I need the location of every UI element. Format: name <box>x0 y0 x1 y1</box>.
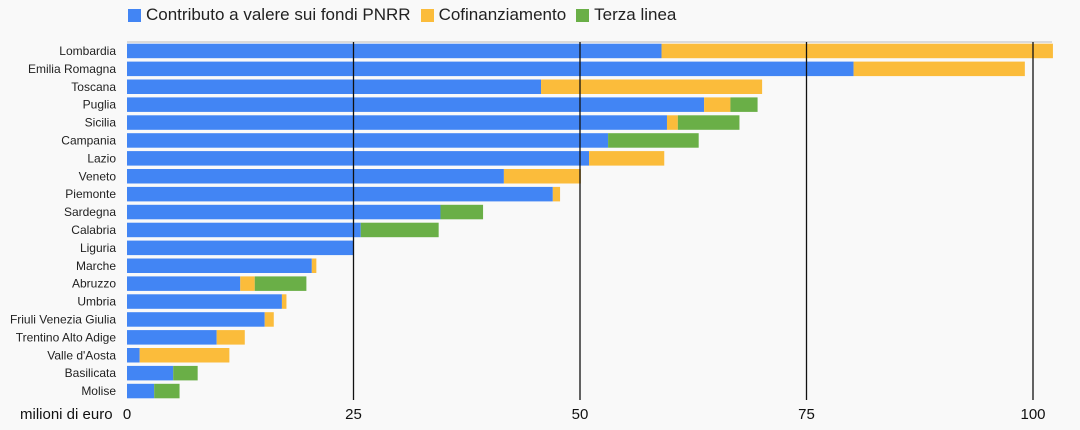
bar-abruzzo-series-0 <box>127 276 241 291</box>
bar-emilia-romagna-series-1 <box>853 61 1025 77</box>
category-label: Campania <box>61 133 116 147</box>
x-axis-unit-label: milioni di euro <box>20 406 113 423</box>
tick-labels-group: 0 25 50 75 100 <box>123 406 1046 423</box>
category-label: Liguria <box>80 241 116 255</box>
category-label: Veneto <box>79 169 117 183</box>
category-label: Friuli Venezia Giulia <box>10 312 116 326</box>
bar-lazio-series-0 <box>127 151 590 166</box>
bar-molise-series-2 <box>154 383 180 399</box>
legend: Contributo a valere sui fondi PNRR Cofin… <box>128 5 676 25</box>
category-label: Sicilia <box>85 116 117 130</box>
bar-valle-d-aosta-series-0 <box>127 348 140 363</box>
bars-group <box>127 43 1053 399</box>
x-tick-label-50: 50 <box>572 406 589 423</box>
category-label: Lombardia <box>59 44 116 58</box>
bar-emilia-romagna-series-0 <box>127 61 854 77</box>
bar-campania-series-0 <box>127 133 609 148</box>
bar-trentino-alto-adige-series-1 <box>216 330 245 345</box>
x-tick-label-0: 0 <box>123 406 131 423</box>
bar-sardegna-series-2 <box>440 204 484 220</box>
legend-swatch-pnrr <box>128 8 141 22</box>
x-tick-label-75: 75 <box>798 406 815 423</box>
legend-swatch-terza-linea <box>576 8 590 22</box>
bar-puglia-series-0 <box>127 97 705 112</box>
bar-puglia-series-1 <box>704 97 731 112</box>
bar-friuli-venezia-giulia-series-1 <box>264 312 274 327</box>
gridlines-group <box>352 42 1034 400</box>
bar-basilicata-series-2 <box>173 365 198 381</box>
bar-toscana-series-1 <box>541 79 763 94</box>
category-label: Puglia <box>83 98 117 112</box>
bar-umbria-series-1 <box>281 294 287 309</box>
bar-veneto-series-1 <box>503 169 581 184</box>
bar-friuli-venezia-giulia-series-0 <box>127 312 265 327</box>
bar-lazio-series-1 <box>589 151 665 166</box>
legend-label-pnrr: Contributo a valere sui fondi PNRR <box>146 5 411 24</box>
bar-trentino-alto-adige-series-0 <box>127 330 217 345</box>
category-labels-group: Lombardia Emilia Romagna Toscana Puglia Sici… <box>10 44 116 398</box>
bar-molise-series-0 <box>127 383 155 399</box>
bar-liguria-series-0 <box>127 240 354 256</box>
bar-umbria-series-0 <box>127 294 282 309</box>
legend-item-pnrr: Contributo a valere sui fondi PNRR <box>128 5 411 25</box>
legend-item-cofinanziamento: Cofinanziamento <box>420 5 567 25</box>
legend-swatch-cofinanziamento <box>420 8 434 22</box>
bar-lombardia-series-0 <box>127 43 662 59</box>
bar-abruzzo-series-1 <box>240 276 255 291</box>
bar-campania-series-2 <box>608 133 699 148</box>
bar-sardegna-series-0 <box>127 204 441 220</box>
bar-piemonte-series-0 <box>127 186 553 202</box>
bar-sicilia-series-1 <box>666 115 678 130</box>
bar-basilicata-series-0 <box>127 365 174 381</box>
bar-veneto-series-0 <box>127 169 504 184</box>
bar-calabria-series-0 <box>127 222 361 238</box>
bar-calabria-series-2 <box>360 222 439 238</box>
bar-piemonte-series-1 <box>552 186 561 202</box>
bar-puglia-series-2 <box>730 97 758 112</box>
category-label: Abruzzo <box>72 277 116 291</box>
bar-valle-d-aosta-series-1 <box>139 348 230 363</box>
x-tick-label-25: 25 <box>345 406 362 423</box>
category-label: Molise <box>81 384 116 398</box>
bar-abruzzo-series-2 <box>254 276 307 291</box>
category-label: Toscana <box>71 80 116 94</box>
x-tick-label-100: 100 <box>1020 406 1045 423</box>
category-label: Calabria <box>71 223 116 237</box>
category-label: Marche <box>76 259 116 273</box>
category-label: Lazio <box>87 151 116 165</box>
bar-sicilia-series-0 <box>127 115 667 130</box>
bar-marche-series-1 <box>311 258 317 273</box>
category-label: Piemonte <box>65 187 116 201</box>
legend-label-cofinanziamento: Cofinanziamento <box>438 5 567 24</box>
category-label: Emilia Romagna <box>28 62 116 76</box>
category-label: Umbria <box>77 295 116 309</box>
category-label: Sardegna <box>64 205 116 219</box>
category-label: Trentino Alto Adige <box>16 330 117 344</box>
bar-marche-series-0 <box>127 258 312 273</box>
bar-lombardia-series-1 <box>661 43 1053 59</box>
legend-label-terza-linea: Terza linea <box>594 5 677 24</box>
bar-sicilia-series-2 <box>677 115 740 130</box>
category-label: Basilicata <box>65 366 117 380</box>
category-label: Valle d'Aosta <box>47 348 116 362</box>
legend-item-terza-linea: Terza linea <box>576 5 676 25</box>
bar-toscana-series-0 <box>127 79 542 94</box>
